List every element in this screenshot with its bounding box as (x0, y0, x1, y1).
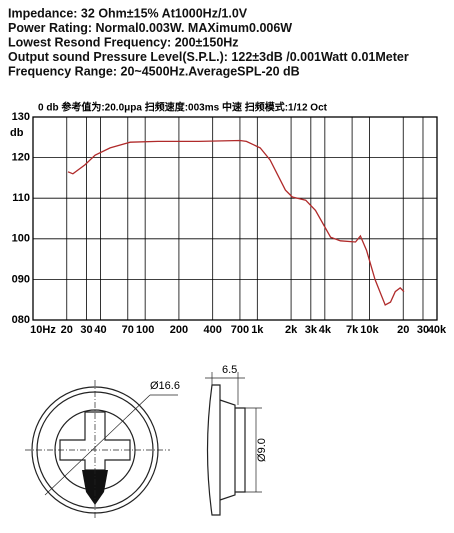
spec-line: Output sound Pressure Level(S.P.L.): 122… (8, 50, 409, 64)
x-tick-label: 3k (305, 324, 318, 336)
response-curve (67, 139, 405, 306)
x-tick-label: 700 (231, 324, 249, 336)
x-tick-label: 10k (360, 324, 379, 336)
specs: Impedance: 32 Ohm±15% At1000Hz/1.0VPower… (8, 6, 409, 78)
x-tick-label: 20 (397, 324, 409, 336)
x-tick-label: 4k (319, 324, 332, 336)
x-tick-label: 10Hz (30, 324, 56, 336)
spec-line: Lowest Resond Frequency: 200±150Hz (8, 35, 239, 49)
front-view (25, 380, 178, 518)
spec-line: Frequency Range: 20~4500Hz.AverageSPL-20… (8, 64, 300, 78)
chart-header: 0 db 参考值为:20.0μpa 扫频速度:003ms 中速 扫频模式:1/1… (38, 101, 328, 114)
x-tick-label: 40 (94, 324, 106, 336)
y-tick-label: 080 (12, 314, 30, 326)
x-tick-label: 7k (346, 324, 359, 336)
y-tick-label: 130 (12, 111, 30, 123)
x-tick-label: 1k (251, 324, 264, 336)
x-tick-label: 30 (417, 324, 429, 336)
spec-line: Power Rating: Normal0.003W. MAXimum0.006… (8, 21, 292, 35)
spec-line: Impedance: 32 Ohm±15% At1000Hz/1.0V (8, 6, 248, 20)
depth: 6.5 (222, 364, 237, 376)
x-tick-label: 30 (80, 324, 92, 336)
x-tick-label: 100 (136, 324, 154, 336)
outer-diameter: Ø16.6 (150, 380, 180, 392)
x-tick-label: 70 (122, 324, 134, 336)
x-tick-label: 40k (428, 324, 447, 336)
y-tick-label: 110 (12, 192, 30, 204)
plot-frame (32, 116, 438, 321)
y-tick-label: 090 (12, 273, 30, 285)
inner-diameter: Ø9.0 (256, 438, 268, 462)
y-axis-label: db (10, 127, 24, 139)
x-tick-label: 20 (61, 324, 73, 336)
x-tick-label: 200 (170, 324, 188, 336)
y-tick-label: 120 (12, 152, 30, 164)
side-view (205, 372, 262, 516)
y-tick-label: 100 (12, 233, 30, 245)
x-tick-label: 2k (285, 324, 298, 336)
x-tick-label: 400 (204, 324, 222, 336)
